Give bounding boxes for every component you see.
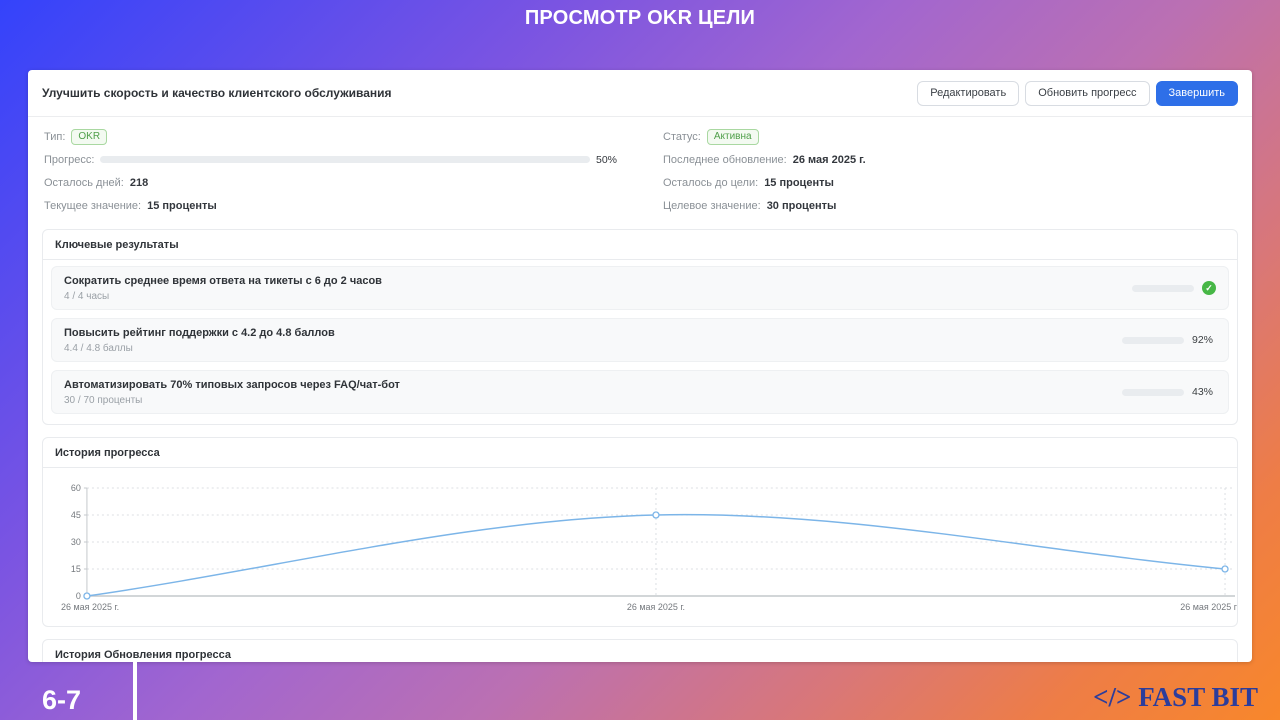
kr-progress-percent: 43%: [1192, 386, 1214, 398]
current-value-row: Текущее значение: 15 проценты: [44, 194, 617, 217]
okr-goal-title: Улучшить скорость и качество клиентского…: [42, 86, 392, 100]
line-chart: 0 15 30 45 60 26 мая 2025 г. 26 мая 2025 г. 26 …: [61, 483, 1237, 612]
okr-card: Улучшить скорость и качество клиентского…: [28, 70, 1252, 662]
target-value: 30 проценты: [766, 199, 837, 212]
kr-progress-bar: [1132, 284, 1194, 292]
kr-subtitle: 4 / 4 часы: [64, 290, 110, 302]
progress-percent: 50%: [595, 153, 617, 166]
page-number: 6-7: [42, 685, 82, 715]
complete-button[interactable]: Завершить: [1155, 80, 1238, 106]
svg-text:26 мая 2025 г.: 26 мая 2025 г.: [61, 602, 119, 612]
to-goal-value: 15 проценты: [764, 176, 834, 189]
updates-history-section-title: История Обновления прогресса: [43, 640, 1237, 662]
kr-subtitle: 30 / 70 проценты: [64, 394, 143, 406]
slide-title: ПРОСМОТР OKR ЦЕЛИ: [524, 7, 756, 29]
svg-text:15: 15: [71, 564, 81, 574]
status-badge: Активна: [706, 128, 759, 145]
fastbit-logo: </> FAST BIT: [1093, 682, 1258, 713]
progress-bar: [100, 156, 590, 163]
key-result-item: Повысить рейтинг поддержки с 4.2 до 4.8 …: [51, 318, 1229, 362]
svg-text:26 мая 2025 г: 26 мая 2025 г: [1180, 602, 1237, 612]
type-row: Тип: OKR: [44, 125, 617, 148]
key-result-item: Автоматизировать 70% типовых запросов че…: [51, 370, 1229, 414]
update-progress-button[interactable]: Обновить прогресс: [1025, 80, 1150, 106]
key-results-section-title: Ключевые результаты: [43, 230, 1237, 260]
type-label: Тип:: [44, 130, 66, 143]
target-value-label: Целевое значение:: [663, 199, 761, 212]
days-left-value: 218: [129, 176, 149, 189]
code-icon: </>: [1093, 682, 1132, 712]
last-update-value: 26 мая 2025 г.: [792, 153, 866, 166]
target-value-row: Целевое значение: 30 проценты: [663, 194, 1236, 217]
svg-text:0: 0: [76, 591, 81, 601]
last-update-row: Последнее обновление: 26 мая 2025 г.: [663, 148, 1236, 171]
last-update-label: Последнее обновление:: [663, 153, 787, 166]
kr-title: Повысить рейтинг поддержки с 4.2 до 4.8 …: [64, 326, 335, 339]
to-goal-row: Осталось до цели: 15 проценты: [663, 171, 1236, 194]
footer-divider: [133, 662, 137, 720]
progress-history-section-title: История прогресса: [43, 438, 1237, 468]
progress-history-section: История прогресса 0 15 30 45 60 26 мая 2025 г…: [42, 437, 1238, 627]
progress-row: Прогресс: 50%: [44, 148, 617, 171]
status-row: Статус: Активна: [663, 125, 1236, 148]
check-circle-icon: ✓: [1202, 281, 1216, 295]
type-badge: OKR: [71, 128, 108, 145]
current-value-label: Текущее значение:: [44, 199, 142, 212]
progress-history-chart: 0 15 30 45 60 26 мая 2025 г. 26 мая 2025 г. 26 …: [43, 468, 1237, 626]
okr-card-header: Улучшить скорость и качество клиентского…: [28, 70, 1252, 117]
kr-progress-percent: 92%: [1192, 334, 1214, 346]
key-results-list: Сократить среднее время ответа на тикеты…: [43, 260, 1237, 424]
to-goal-label: Осталось до цели:: [663, 176, 759, 189]
okr-details-grid: Тип: OKR Статус: Активна Прогресс: 50% П…: [28, 117, 1252, 223]
days-left-row: Осталось дней: 218: [44, 171, 617, 194]
updates-history-section: История Обновления прогресса: [42, 639, 1238, 662]
kr-progress-bar: [1122, 388, 1184, 396]
fastbit-logo-text: FAST BIT: [1138, 682, 1258, 712]
progress-label: Прогресс:: [44, 153, 95, 166]
header-buttons: Редактировать Обновить прогресс Завершит…: [917, 80, 1238, 106]
kr-title: Автоматизировать 70% типовых запросов че…: [64, 378, 400, 391]
svg-text:60: 60: [71, 483, 81, 493]
edit-button[interactable]: Редактировать: [917, 80, 1020, 106]
key-results-section: Ключевые результаты Сократить среднее вр…: [42, 229, 1238, 425]
kr-title: Сократить среднее время ответа на тикеты…: [64, 274, 382, 287]
svg-text:45: 45: [71, 510, 81, 520]
status-label: Статус:: [663, 130, 701, 143]
svg-text:30: 30: [71, 537, 81, 547]
days-left-label: Осталось дней:: [44, 176, 124, 189]
svg-text:26 мая 2025 г.: 26 мая 2025 г.: [627, 602, 685, 612]
kr-progress-bar: [1122, 336, 1184, 344]
current-value: 15 проценты: [147, 199, 217, 212]
key-result-item: Сократить среднее время ответа на тикеты…: [51, 266, 1229, 310]
kr-subtitle: 4.4 / 4.8 баллы: [64, 342, 133, 354]
